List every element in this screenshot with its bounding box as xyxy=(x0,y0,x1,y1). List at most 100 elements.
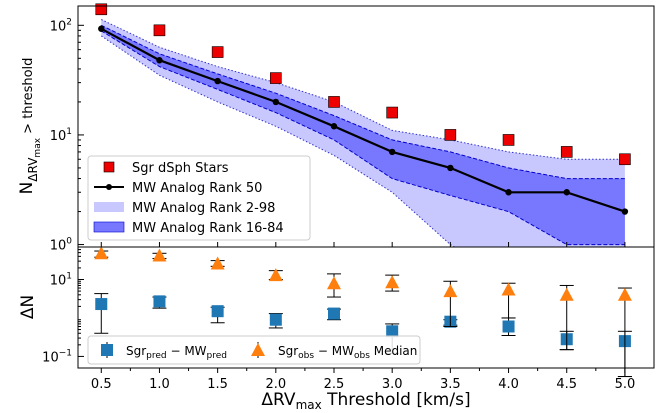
tick-exp: 2 xyxy=(66,17,72,27)
legend-obs-mid: − MW xyxy=(314,344,354,358)
median-point-1 xyxy=(156,57,163,64)
median-point-3 xyxy=(388,148,396,156)
sgr-point-3 xyxy=(386,106,398,119)
top-legend-box xyxy=(87,155,311,241)
x-label-sub: max xyxy=(296,398,322,412)
x-label-tail: Threshold [km/s] xyxy=(322,390,471,410)
legend-pred-label: Sgrpred − MWpred xyxy=(126,344,227,361)
obs-point-3 xyxy=(385,275,400,289)
tick-exp: −1 xyxy=(59,348,72,358)
sgr-point-0.5 xyxy=(95,3,108,16)
top-clipped-group xyxy=(98,19,629,247)
tick-base: 10 xyxy=(50,239,67,254)
obs-point-4.5 xyxy=(559,287,574,301)
obs-point-5 xyxy=(617,287,632,301)
tick-base: 10 xyxy=(42,350,59,365)
top-y-label-main: N xyxy=(17,182,37,195)
median-point-1.5 xyxy=(214,77,221,85)
x-tick-label-0.5: 0.5 xyxy=(91,377,112,392)
obs-point-2.5 xyxy=(327,276,341,290)
median-point-5 xyxy=(621,208,629,215)
obs-point-0.5 xyxy=(94,246,109,260)
obs-point-1 xyxy=(152,248,167,262)
sgr-point-2 xyxy=(270,72,282,84)
median-point-4.5 xyxy=(563,189,570,196)
legend-rank16-84-swatch xyxy=(93,221,125,233)
pred-point-1.5 xyxy=(211,305,224,318)
legend-pred-marker xyxy=(101,344,113,356)
x-tick-label-4.0: 4.0 xyxy=(498,377,519,392)
legend-rank2-98-swatch xyxy=(94,202,124,212)
x-tick-label-1.0: 1.0 xyxy=(149,377,170,392)
legend-sgr-label: Sgr dSph Stars xyxy=(132,161,229,176)
tick-exp: 1 xyxy=(66,272,72,282)
bottom-legend: Sgrpred − MWpred Sgrobs − MWobs Median xyxy=(87,335,421,365)
top-y-label-sub: ΔRV xyxy=(26,157,40,182)
median-point-0.5 xyxy=(98,25,105,32)
pred-point-4 xyxy=(502,320,515,333)
sgr-point-1 xyxy=(153,24,166,37)
legend-rank2-98-label: MW Analog Rank 2-98 xyxy=(132,201,275,216)
legend-sgr-marker xyxy=(103,161,115,173)
legend-rank16-84-label: MW Analog Rank 16-84 xyxy=(132,221,284,236)
legend-pred-sub1: pred xyxy=(146,351,166,361)
legend-pred-mid: − MW xyxy=(167,344,207,358)
pred-point-3 xyxy=(386,325,399,338)
legend-obs-sub1: obs xyxy=(298,351,314,361)
bottom-y-axis-label: ΔN xyxy=(18,295,38,319)
legend-pred-sub2: pred xyxy=(207,351,227,361)
top-y-label-subsub: max xyxy=(33,137,43,157)
pred-point-2.5 xyxy=(328,307,340,320)
legend-pred-main: Sgr xyxy=(126,344,146,358)
x-tick-label-4.5: 4.5 xyxy=(556,377,577,392)
legend-rank50-label: MW Analog Rank 50 xyxy=(132,181,262,196)
sgr-point-4 xyxy=(502,134,515,146)
legend-obs-sub2: obs xyxy=(354,351,370,361)
tick-base: 10 xyxy=(50,129,67,144)
x-axis-label: ΔRVmax Threshold [km/s] xyxy=(261,390,470,412)
band-rank2-98-upper-edge xyxy=(101,19,625,160)
median-point-3.5 xyxy=(447,164,454,172)
top-y-tick-label-10: 101 xyxy=(50,127,72,144)
x-tick-label-3.0: 3.0 xyxy=(382,377,403,392)
pred-point-2 xyxy=(269,313,282,326)
top-y-tick-label-100: 102 xyxy=(50,17,72,34)
tick-exp: 1 xyxy=(66,127,72,137)
tick-base: 10 xyxy=(50,274,67,289)
median-point-4 xyxy=(505,189,512,196)
median-point-2.5 xyxy=(330,123,338,130)
obs-point-2 xyxy=(268,268,283,282)
bottom-y-tick-label-10: 101 xyxy=(50,272,72,289)
sgr-point-5 xyxy=(619,153,631,166)
sgr-point-2.5 xyxy=(328,96,340,108)
legend-obs-label: Sgrobs − MWobs Median xyxy=(278,344,417,361)
median-point-2 xyxy=(272,98,280,106)
bottom-plot-area xyxy=(94,246,632,378)
sgr-point-3.5 xyxy=(444,129,457,141)
x-tick-label-3.5: 3.5 xyxy=(440,377,461,392)
top-plot-area xyxy=(95,3,631,247)
x-tick-label-2.5: 2.5 xyxy=(324,377,345,392)
top-y-tick-label-1: 100 xyxy=(50,237,73,254)
obs-point-3.5 xyxy=(443,284,458,298)
pred-point-0.5 xyxy=(95,298,108,311)
legend-obs-marker xyxy=(251,343,265,356)
legend-obs-main: Sgr xyxy=(278,344,298,358)
band-rank16-84-fill xyxy=(101,25,625,245)
bottom-y-tick-label-0.1: 10−1 xyxy=(42,348,72,365)
bottom-legend-box xyxy=(87,335,421,365)
pred-point-1 xyxy=(153,295,166,308)
bottom-axes-frame xyxy=(77,246,655,369)
median-line-rank50 xyxy=(100,27,626,213)
band-rank16-84-upper-edge xyxy=(101,24,625,180)
tick-base: 10 xyxy=(50,19,67,34)
legend-rank50-marker xyxy=(106,184,112,190)
x-tick-label-1.5: 1.5 xyxy=(207,377,228,392)
sgr-point-1.5 xyxy=(211,46,224,58)
top-y-axis-label: NΔRVmax > threshold xyxy=(17,58,43,195)
obs-point-4 xyxy=(501,282,516,296)
